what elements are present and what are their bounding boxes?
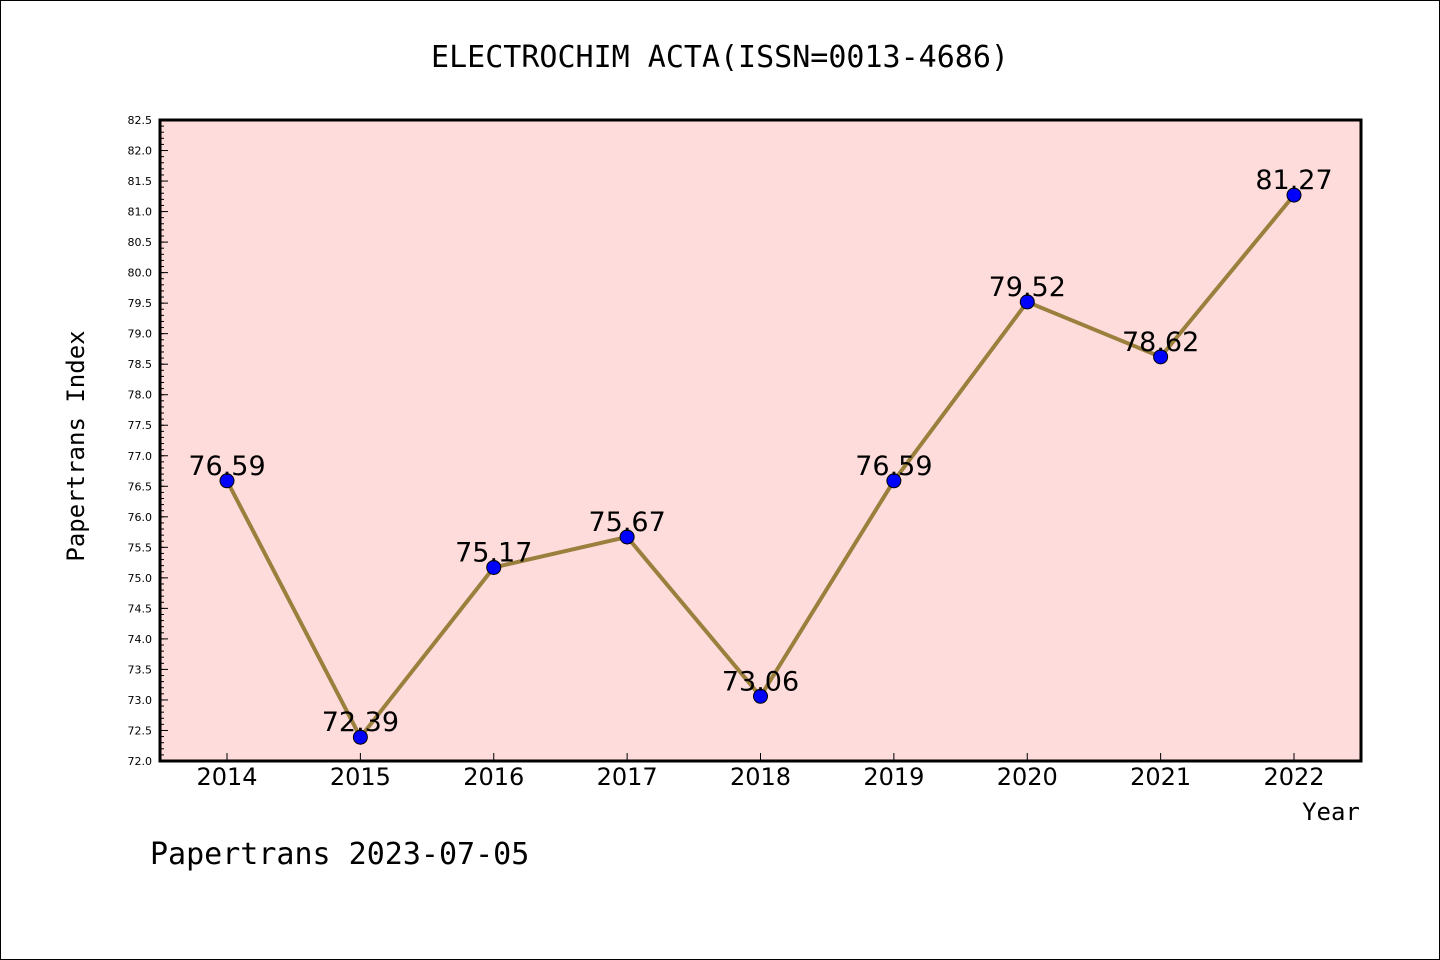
data-point (352, 729, 368, 745)
data-point (619, 529, 635, 545)
data-label: 81.27 (1255, 165, 1332, 196)
x-tick-label: 2020 (997, 763, 1058, 791)
data-labels: 76.59 72.39 75.17 75.67 73.06 76.59 79.52 78.62… (188, 165, 1332, 738)
y-tick-label: 82.0 (128, 145, 153, 158)
y-tick-label: 81.5 (128, 175, 153, 188)
x-tick-label: 2014 (196, 763, 257, 791)
x-tick-label: 2019 (863, 763, 924, 791)
plot-area (160, 120, 1361, 761)
data-point (753, 688, 768, 704)
series-line (219, 187, 1302, 745)
y-tick-label: 72.5 (128, 724, 153, 737)
data-label: 73.06 (722, 666, 799, 697)
y-tick-label: 78.5 (128, 358, 153, 371)
data-point (486, 559, 502, 575)
data-label: 72.39 (322, 707, 399, 738)
y-axis-title: Papertrans Index (62, 330, 90, 561)
data-label: 75.67 (588, 507, 665, 538)
y-tick-label: 78.0 (128, 389, 153, 402)
data-point (886, 473, 902, 489)
chart-title: ELECTROCHIM ACTA(ISSN=0013-4686) (431, 40, 1009, 75)
data-label: 79.52 (989, 272, 1066, 303)
data-point (1286, 187, 1302, 203)
x-tick-label: 2021 (1130, 763, 1191, 791)
x-tick-label: 2016 (463, 763, 524, 791)
x-tick-label: 2022 (1263, 763, 1324, 791)
data-label: 75.17 (455, 537, 532, 568)
data-point (1019, 294, 1035, 310)
y-tick-label: 75.5 (128, 541, 153, 554)
y-tick-label: 76.5 (128, 480, 153, 493)
data-label: 76.59 (188, 451, 265, 482)
data-label: 78.62 (1122, 327, 1199, 358)
data-label: 76.59 (855, 451, 932, 482)
x-axis-title: Year (1302, 798, 1360, 826)
y-tick-label: 75.0 (128, 572, 153, 585)
y-tick-label: 77.5 (128, 419, 153, 432)
plot-border (158, 118, 1363, 763)
y-tick-label: 72.0 (128, 755, 153, 768)
y-axis: 72.0 72.5 73.0 73.5 74.0 74.5 75.0 75.5 76.0 76.5… (128, 114, 168, 768)
y-tick-label: 80.0 (128, 267, 153, 280)
data-point (219, 473, 235, 489)
y-tick-label: 76.0 (128, 511, 153, 524)
x-tick-label: 2015 (330, 763, 391, 791)
y-tick-label: 74.5 (128, 602, 153, 615)
data-point (1153, 349, 1169, 365)
y-tick-label: 82.5 (128, 114, 153, 127)
y-tick-label: 79.0 (128, 328, 153, 341)
y-tick-label: 80.5 (128, 236, 153, 249)
y-tick-label: 74.0 (128, 633, 153, 646)
x-tick-label: 2018 (730, 763, 791, 791)
y-tick-label: 73.5 (128, 663, 153, 676)
footer-date: Papertrans 2023-07-05 (150, 837, 529, 872)
y-tick-label: 79.5 (128, 297, 153, 310)
y-tick-label: 77.0 (128, 450, 153, 463)
y-tick-label: 73.0 (128, 694, 153, 707)
x-tick-label: 2017 (597, 763, 658, 791)
x-axis: 2014 2015 2016 2017 2018 2019 2020 2021 2022 (196, 753, 1325, 791)
y-tick-label: 81.0 (128, 206, 153, 219)
